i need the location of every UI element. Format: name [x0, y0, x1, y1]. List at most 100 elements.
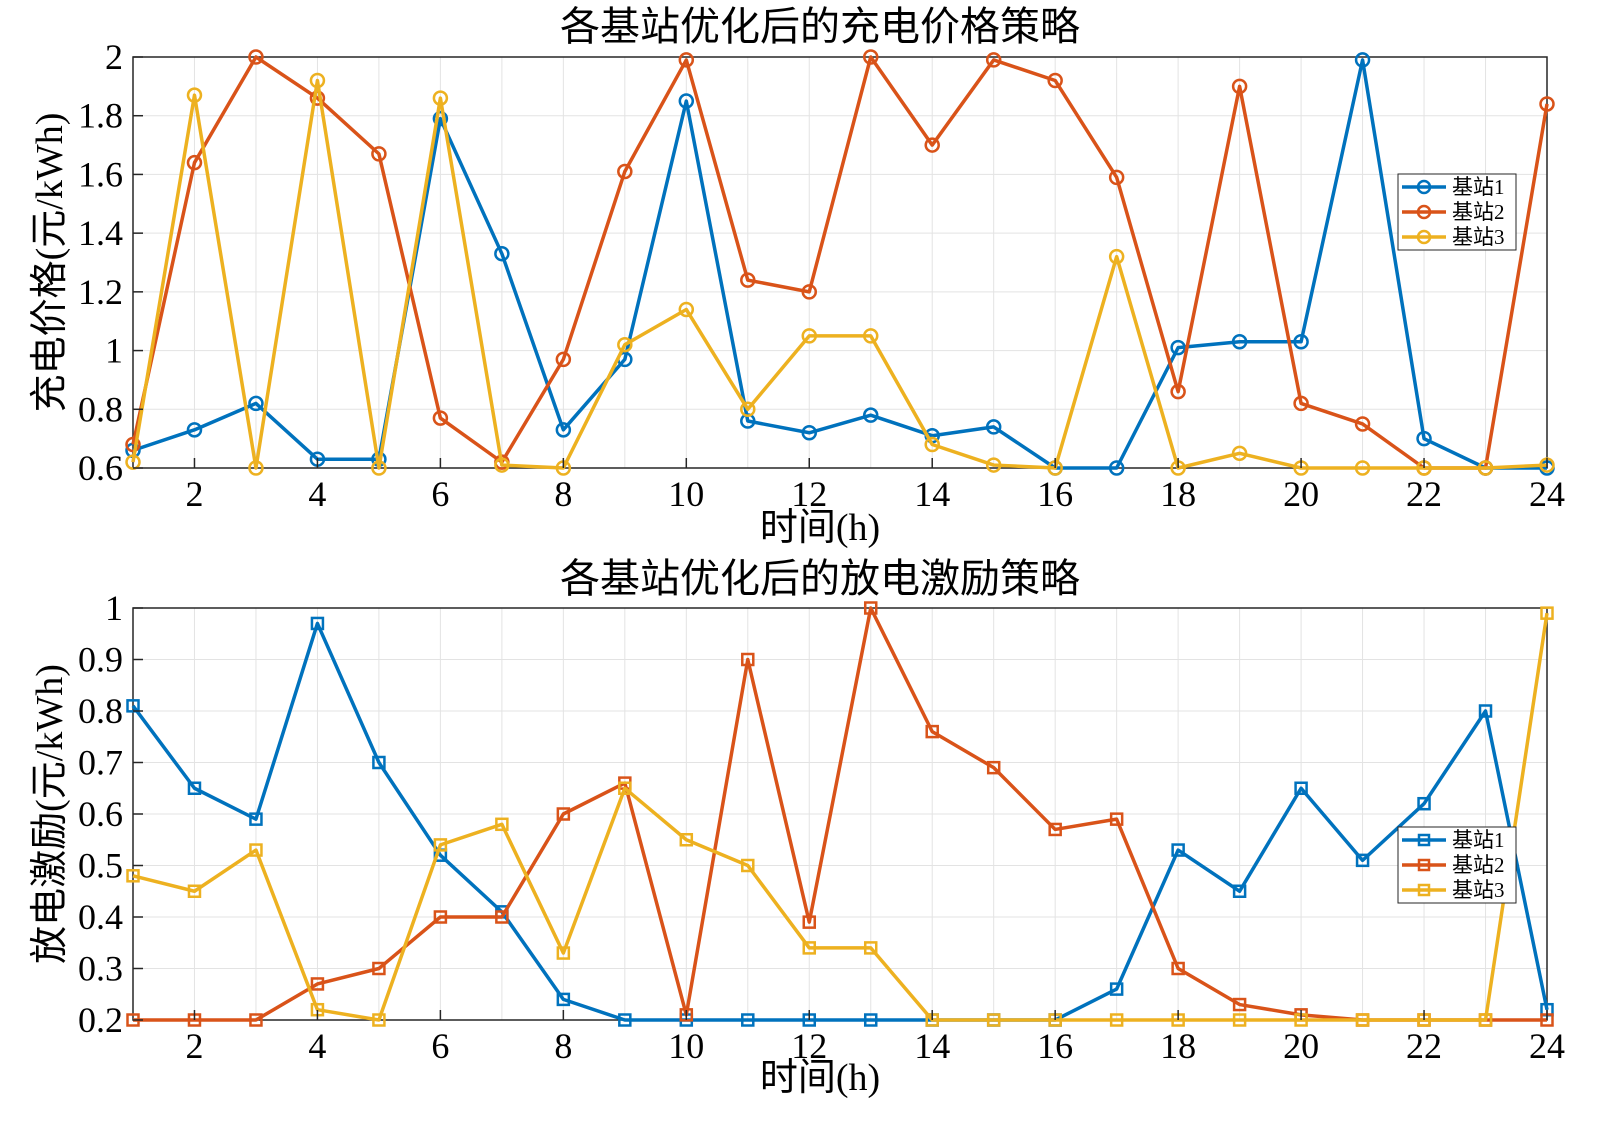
- data-point: [248, 49, 264, 65]
- data-point: [986, 1013, 1001, 1027]
- x-tick-labels: 2 4 6 8 10 12 14 16 18 20 22 24: [185, 1010, 1565, 1066]
- y-axis-label: 充电价格(元/kWh): [29, 113, 71, 413]
- y-tick-label: 1.4: [78, 213, 123, 253]
- data-point: [555, 422, 572, 438]
- y-tick-labels: 0.6 0.8 1 1.2 1.4 1.6 1.8 2: [78, 37, 143, 488]
- y-tick-label: 0.3: [78, 949, 123, 989]
- y-tick-label: 0.7: [78, 743, 123, 783]
- data-point: [125, 436, 141, 453]
- data-point: [248, 395, 264, 412]
- data-point: [1108, 169, 1125, 186]
- data-point: [740, 401, 756, 418]
- x-axis-label: 时间(h): [760, 1057, 880, 1099]
- y-tick-label: 1: [105, 588, 123, 628]
- series-line: [131, 55, 1549, 470]
- data-point: [741, 858, 755, 873]
- data-point: [126, 869, 140, 883]
- data-point: [1109, 982, 1124, 996]
- data-point: [495, 817, 509, 832]
- x-axis-label: 时间(h): [760, 507, 880, 549]
- y-tick-label: 1.2: [78, 272, 123, 312]
- data-point: [741, 1013, 755, 1027]
- x-tick-label: 12: [791, 1026, 827, 1066]
- legend-marker-shape: [1416, 229, 1432, 245]
- data-point: [678, 93, 695, 109]
- data-point: [986, 760, 1001, 775]
- x-tick-label: 22: [1406, 1026, 1442, 1066]
- data-point: [740, 272, 756, 288]
- data-point: [741, 652, 755, 667]
- data-point: [985, 419, 1002, 435]
- data-point: [924, 137, 940, 153]
- data-point: [618, 781, 632, 795]
- data-point: [802, 941, 817, 955]
- data-point: [862, 49, 879, 65]
- data-point: [679, 833, 694, 847]
- legend-marker: [1416, 229, 1432, 245]
- y-tick-label: 0.2: [78, 1000, 123, 1040]
- data-point: [556, 807, 571, 821]
- x-tick-label: 10: [668, 1026, 704, 1066]
- x-tick-label: 6: [431, 474, 449, 514]
- series-line: [132, 58, 1547, 470]
- data-point: [186, 422, 203, 438]
- data-point: [925, 724, 939, 739]
- data-point: [985, 52, 1002, 68]
- data-point: [1232, 1013, 1247, 1027]
- x-tick-label: 12: [791, 474, 827, 514]
- data-point: [187, 884, 202, 898]
- x-tick-label: 10: [668, 474, 704, 514]
- data-point: [1232, 884, 1247, 898]
- data-point: [433, 910, 448, 924]
- data-point: [249, 843, 263, 857]
- data-point: [433, 838, 448, 852]
- data-point: [863, 941, 878, 955]
- y-tick-label: 0.6: [78, 448, 123, 488]
- data-point: [494, 457, 510, 473]
- legend-marker: [1416, 204, 1432, 220]
- data-point: [1171, 843, 1185, 857]
- data-point: [862, 328, 879, 344]
- data-point: [1231, 78, 1248, 95]
- data-point: [432, 90, 449, 106]
- legend: 基站1 基站2 基站3: [1397, 826, 1517, 904]
- data-point: [248, 460, 264, 476]
- legend-label: 基站1: [1452, 828, 1505, 852]
- data-point: [555, 351, 572, 368]
- data-point: [1539, 96, 1555, 112]
- data-point: [1294, 781, 1308, 795]
- data-point: [924, 436, 940, 453]
- data-point: [1354, 460, 1371, 476]
- series-line: [133, 606, 1547, 1022]
- data-point: [432, 410, 449, 426]
- data-point: [1170, 383, 1186, 400]
- series-1: [126, 616, 1554, 1027]
- x-tick-label: 20: [1283, 474, 1319, 514]
- series-line: [132, 612, 1549, 1022]
- series-2: [125, 49, 1555, 476]
- series-3: [125, 72, 1555, 476]
- data-point: [1416, 430, 1432, 447]
- data-point: [186, 87, 203, 103]
- legend-marker: [1417, 858, 1431, 872]
- data-point: [372, 755, 386, 770]
- legend-label: 基站1: [1452, 175, 1505, 199]
- x-tick-label: 2: [185, 474, 203, 514]
- charging-price-chart: 2 4 6 8 10 12 14 16 18 20 22 24 0.60.811.21.41.61.8…: [29, 4, 1565, 549]
- x-tick-label: 24: [1529, 474, 1565, 514]
- data-point: [1354, 416, 1371, 432]
- data-point: [740, 413, 756, 429]
- chart-title: 各基站优化后的放电激励策略: [560, 556, 1080, 601]
- data-point: [617, 163, 633, 180]
- data-point: [985, 457, 1002, 473]
- legend-entry-series-1: 基站1: [1402, 175, 1505, 199]
- chart-title: 各基站优化后的充电价格策略: [560, 4, 1080, 49]
- data-point: [1417, 796, 1431, 811]
- legend-marker-shape: [1417, 833, 1431, 847]
- data-point: [432, 110, 449, 127]
- series-layer: [126, 601, 1554, 1027]
- legend-label: 基站3: [1452, 225, 1505, 249]
- data-point: [1355, 1013, 1370, 1027]
- y-tick-label: 0.8: [78, 691, 123, 731]
